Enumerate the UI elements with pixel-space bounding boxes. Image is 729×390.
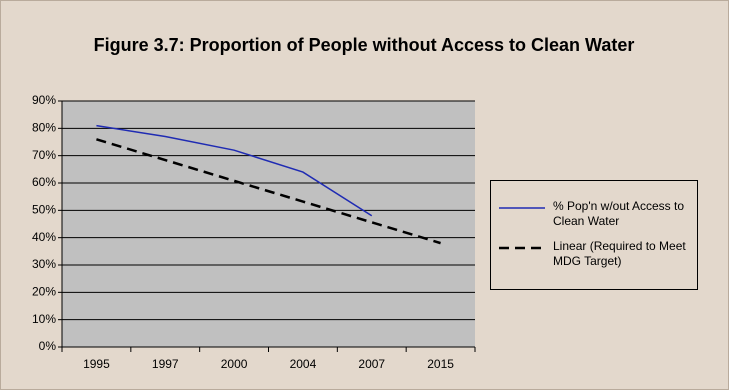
series-line <box>96 138 441 245</box>
chart-title: Figure 3.7: Proportion of People without… <box>94 35 635 55</box>
legend-label: Linear (Required to Meet MDG Target) <box>553 239 686 268</box>
y-tick-label: 10% <box>32 312 56 326</box>
x-tick-label: 1997 <box>152 357 179 371</box>
y-tick-label: 60% <box>32 175 56 189</box>
x-tick-label: 2004 <box>290 357 317 371</box>
y-tick-label: 20% <box>32 285 56 299</box>
legend: % Pop'n w/out Access to Clean Water Linea… <box>490 180 698 290</box>
y-tick-label: 90% <box>32 93 56 107</box>
legend-swatch <box>499 246 545 250</box>
plot-area <box>62 101 475 347</box>
x-tick-label: 1995 <box>83 357 110 371</box>
legend-label: % Pop'n w/out Access to Clean Water <box>553 199 685 228</box>
y-tick-label: 50% <box>32 203 56 217</box>
x-tick-label: 2015 <box>427 357 454 371</box>
y-tick-label: 70% <box>32 148 56 162</box>
y-tick-label: 30% <box>32 257 56 271</box>
y-tick-label: 40% <box>32 230 56 244</box>
x-tick-label: 2000 <box>221 357 248 371</box>
series-line <box>96 124 373 217</box>
y-tick-label: 0% <box>39 339 57 353</box>
legend-swatch <box>499 207 545 209</box>
y-tick-label: 80% <box>32 121 56 135</box>
x-tick-label: 2007 <box>358 357 385 371</box>
